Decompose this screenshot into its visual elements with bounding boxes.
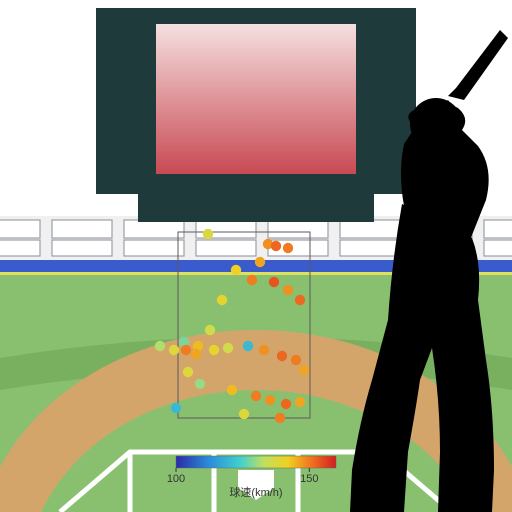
pitch-marker — [205, 325, 215, 335]
stand-box — [340, 240, 400, 256]
stand-box — [0, 220, 40, 238]
pitch-marker — [155, 341, 165, 351]
pitch-marker — [255, 257, 265, 267]
stand-box — [484, 220, 512, 238]
stand-box — [268, 220, 328, 238]
pitch-marker — [183, 367, 193, 377]
pitch-marker — [239, 409, 249, 419]
stand-box — [484, 240, 512, 256]
pitch-marker — [259, 345, 269, 355]
pitch-marker — [209, 345, 219, 355]
pitch-marker — [171, 403, 181, 413]
pitch-marker — [271, 241, 281, 251]
colorbar — [176, 456, 336, 468]
pitch-marker — [195, 379, 205, 389]
stand-box — [124, 220, 184, 238]
pitch-marker — [243, 341, 253, 351]
pitch-marker — [247, 275, 257, 285]
colorbar-tick-label: 150 — [300, 473, 318, 485]
pitch-marker — [299, 365, 309, 375]
stand-box — [0, 240, 40, 256]
scoreboard-screen — [156, 24, 356, 174]
stand-box — [124, 240, 184, 256]
pitch-marker — [283, 285, 293, 295]
pitch-marker — [191, 349, 201, 359]
stand-box — [196, 240, 256, 256]
pitch-marker — [169, 345, 179, 355]
pitch-marker — [265, 395, 275, 405]
pitch-marker — [295, 295, 305, 305]
pitch-marker — [181, 345, 191, 355]
pitch-marker — [251, 391, 261, 401]
pitch-marker — [281, 399, 291, 409]
stand-box — [52, 220, 112, 238]
pitch-marker — [291, 355, 301, 365]
pitch-marker — [275, 413, 285, 423]
pitch-marker — [223, 343, 233, 353]
pitch-marker — [295, 397, 305, 407]
colorbar-tick-label: 100 — [167, 473, 185, 485]
pitch-marker — [203, 229, 213, 239]
pitch-marker — [231, 265, 241, 275]
pitch-marker — [277, 351, 287, 361]
scoreboard-base — [138, 194, 374, 222]
pitch-marker — [217, 295, 227, 305]
stand-box — [52, 240, 112, 256]
pitch-marker — [283, 243, 293, 253]
stand-box — [340, 220, 400, 238]
pitch-marker — [227, 385, 237, 395]
colorbar-label: 球速(km/h) — [229, 485, 282, 499]
pitch-marker — [269, 277, 279, 287]
